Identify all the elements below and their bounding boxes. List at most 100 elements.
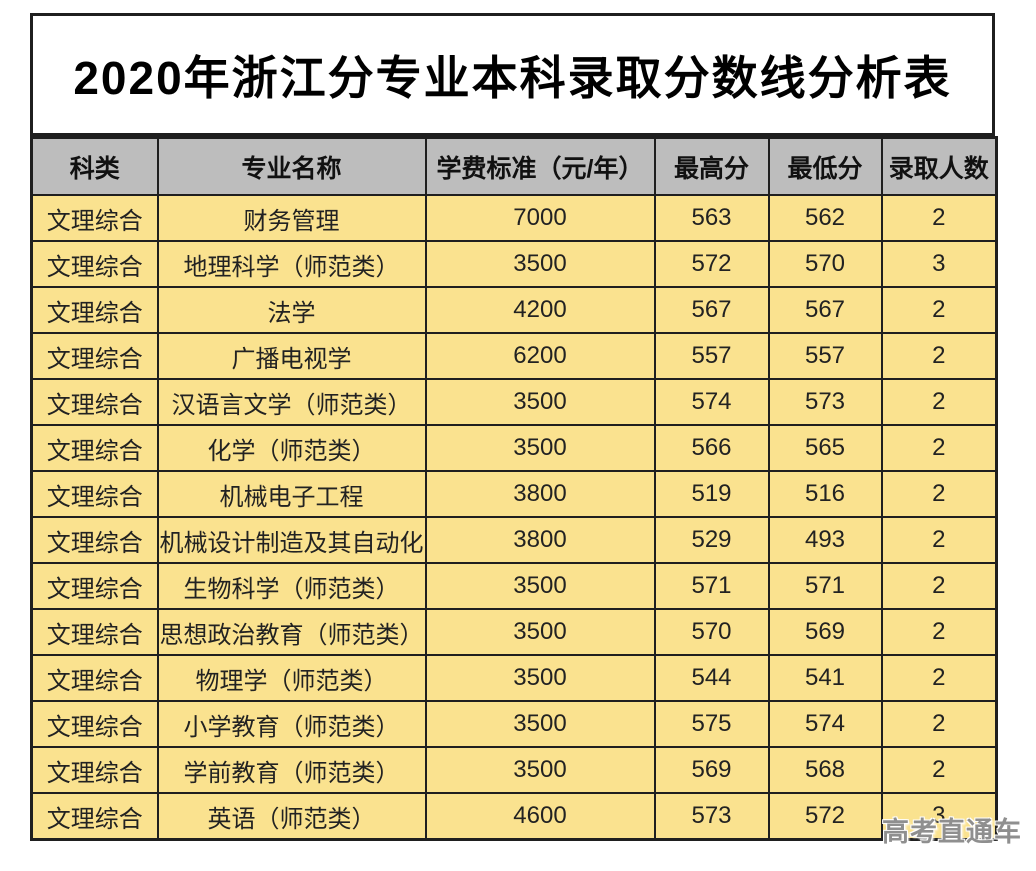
cell: 572 bbox=[653, 240, 770, 288]
cell: 英语（师范类） bbox=[156, 792, 427, 841]
cell: 文理综合 bbox=[30, 700, 159, 748]
table-row: 文理综合 广播电视学 6200 557 557 2 bbox=[30, 332, 998, 380]
cell: 574 bbox=[653, 378, 770, 426]
cell: 文理综合 bbox=[30, 562, 159, 610]
cell: 572 bbox=[767, 792, 883, 841]
table-row: 文理综合 英语（师范类） 4600 573 572 3 bbox=[30, 792, 998, 841]
cell: 3500 bbox=[424, 608, 656, 656]
cell: 2 bbox=[880, 746, 998, 794]
cell: 3500 bbox=[424, 700, 656, 748]
cell: 4200 bbox=[424, 286, 656, 334]
cell: 7000 bbox=[424, 194, 656, 242]
table-row: 文理综合 地理科学（师范类） 3500 572 570 3 bbox=[30, 240, 998, 288]
cell: 570 bbox=[653, 608, 770, 656]
cell: 574 bbox=[767, 700, 883, 748]
cell: 3800 bbox=[424, 516, 656, 564]
cell: 570 bbox=[767, 240, 883, 288]
cell: 562 bbox=[767, 194, 883, 242]
cell: 575 bbox=[653, 700, 770, 748]
cell: 567 bbox=[653, 286, 770, 334]
cell: 思想政治教育（师范类） bbox=[156, 608, 427, 656]
cell: 4600 bbox=[424, 792, 656, 841]
cell: 文理综合 bbox=[30, 378, 159, 426]
column-header: 最低分 bbox=[767, 136, 883, 196]
cell: 物理学（师范类） bbox=[156, 654, 427, 702]
cell: 557 bbox=[653, 332, 770, 380]
cell: 3800 bbox=[424, 470, 656, 518]
header-row: 科类 专业名称 学费标准（元/年） 最高分 最低分 录取人数 bbox=[30, 136, 998, 196]
cell: 6200 bbox=[424, 332, 656, 380]
cell: 493 bbox=[767, 516, 883, 564]
cell: 3 bbox=[880, 792, 998, 841]
cell: 小学教育（师范类） bbox=[156, 700, 427, 748]
cell: 2 bbox=[880, 700, 998, 748]
cell: 文理综合 bbox=[30, 608, 159, 656]
cell: 3500 bbox=[424, 562, 656, 610]
table-row: 文理综合 小学教育（师范类） 3500 575 574 2 bbox=[30, 700, 998, 748]
cell: 文理综合 bbox=[30, 746, 159, 794]
table-row: 文理综合 思想政治教育（师范类） 3500 570 569 2 bbox=[30, 608, 998, 656]
cell: 3500 bbox=[424, 424, 656, 472]
table-row: 文理综合 机械设计制造及其自动化 3800 529 493 2 bbox=[30, 516, 998, 564]
cell: 文理综合 bbox=[30, 654, 159, 702]
cell: 565 bbox=[767, 424, 883, 472]
cell: 573 bbox=[767, 378, 883, 426]
table-row: 文理综合 物理学（师范类） 3500 544 541 2 bbox=[30, 654, 998, 702]
cell: 529 bbox=[653, 516, 770, 564]
cell: 569 bbox=[767, 608, 883, 656]
cell: 广播电视学 bbox=[156, 332, 427, 380]
cell: 汉语言文学（师范类） bbox=[156, 378, 427, 426]
cell: 569 bbox=[653, 746, 770, 794]
cell: 机械设计制造及其自动化 bbox=[156, 516, 427, 564]
cell: 3500 bbox=[424, 240, 656, 288]
cell: 516 bbox=[767, 470, 883, 518]
cell: 571 bbox=[653, 562, 770, 610]
cell: 2 bbox=[880, 470, 998, 518]
cell: 3500 bbox=[424, 654, 656, 702]
cell: 机械电子工程 bbox=[156, 470, 427, 518]
cell: 2 bbox=[880, 562, 998, 610]
cell: 文理综合 bbox=[30, 424, 159, 472]
cell: 2 bbox=[880, 378, 998, 426]
cell: 557 bbox=[767, 332, 883, 380]
column-header: 最高分 bbox=[653, 136, 770, 196]
page-title: 2020年浙江分专业本科录取分数线分析表 bbox=[73, 51, 952, 104]
table-row: 文理综合 化学（师范类） 3500 566 565 2 bbox=[30, 424, 998, 472]
cell: 文理综合 bbox=[30, 792, 159, 841]
table-row: 文理综合 学前教育（师范类） 3500 569 568 2 bbox=[30, 746, 998, 794]
table-row: 文理综合 汉语言文学（师范类） 3500 574 573 2 bbox=[30, 378, 998, 426]
cell: 生物科学（师范类） bbox=[156, 562, 427, 610]
cell: 2 bbox=[880, 654, 998, 702]
cell: 学前教育（师范类） bbox=[156, 746, 427, 794]
cell: 2 bbox=[880, 332, 998, 380]
cell: 3500 bbox=[424, 746, 656, 794]
cell: 3 bbox=[880, 240, 998, 288]
cell: 2 bbox=[880, 424, 998, 472]
cell: 财务管理 bbox=[156, 194, 427, 242]
cell: 3500 bbox=[424, 378, 656, 426]
cell: 567 bbox=[767, 286, 883, 334]
cell: 2 bbox=[880, 194, 998, 242]
cell: 地理科学（师范类） bbox=[156, 240, 427, 288]
cell: 563 bbox=[653, 194, 770, 242]
column-header: 学费标准（元/年） bbox=[424, 136, 656, 196]
table-row: 文理综合 生物科学（师范类） 3500 571 571 2 bbox=[30, 562, 998, 610]
cell: 2 bbox=[880, 286, 998, 334]
cell: 化学（师范类） bbox=[156, 424, 427, 472]
cell: 文理综合 bbox=[30, 332, 159, 380]
cell: 571 bbox=[767, 562, 883, 610]
title-box: 2020年浙江分专业本科录取分数线分析表 bbox=[30, 13, 995, 136]
table-row: 文理综合 法学 4200 567 567 2 bbox=[30, 286, 998, 334]
table-row: 文理综合 财务管理 7000 563 562 2 bbox=[30, 194, 998, 242]
scores-table: 科类 专业名称 学费标准（元/年） 最高分 最低分 录取人数 文理综合 财务管理 7000 56… bbox=[30, 136, 998, 841]
cell: 541 bbox=[767, 654, 883, 702]
cell: 文理综合 bbox=[30, 194, 159, 242]
column-header: 录取人数 bbox=[880, 136, 998, 196]
cell: 法学 bbox=[156, 286, 427, 334]
cell: 544 bbox=[653, 654, 770, 702]
watermark: 高考直通车 bbox=[882, 817, 1022, 847]
table-row: 文理综合 机械电子工程 3800 519 516 2 bbox=[30, 470, 998, 518]
cell: 文理综合 bbox=[30, 240, 159, 288]
column-header: 专业名称 bbox=[156, 136, 427, 196]
